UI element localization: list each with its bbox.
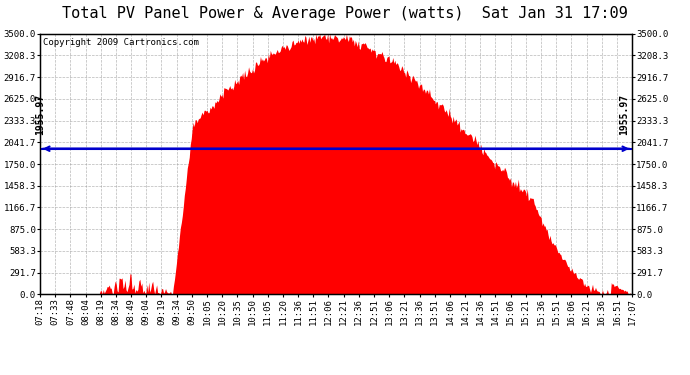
Text: 1955.97: 1955.97 (619, 94, 629, 135)
Text: 1955.97: 1955.97 (35, 94, 45, 135)
Text: Total PV Panel Power & Average Power (watts)  Sat Jan 31 17:09: Total PV Panel Power & Average Power (wa… (62, 6, 628, 21)
Text: Copyright 2009 Cartronics.com: Copyright 2009 Cartronics.com (43, 38, 199, 46)
